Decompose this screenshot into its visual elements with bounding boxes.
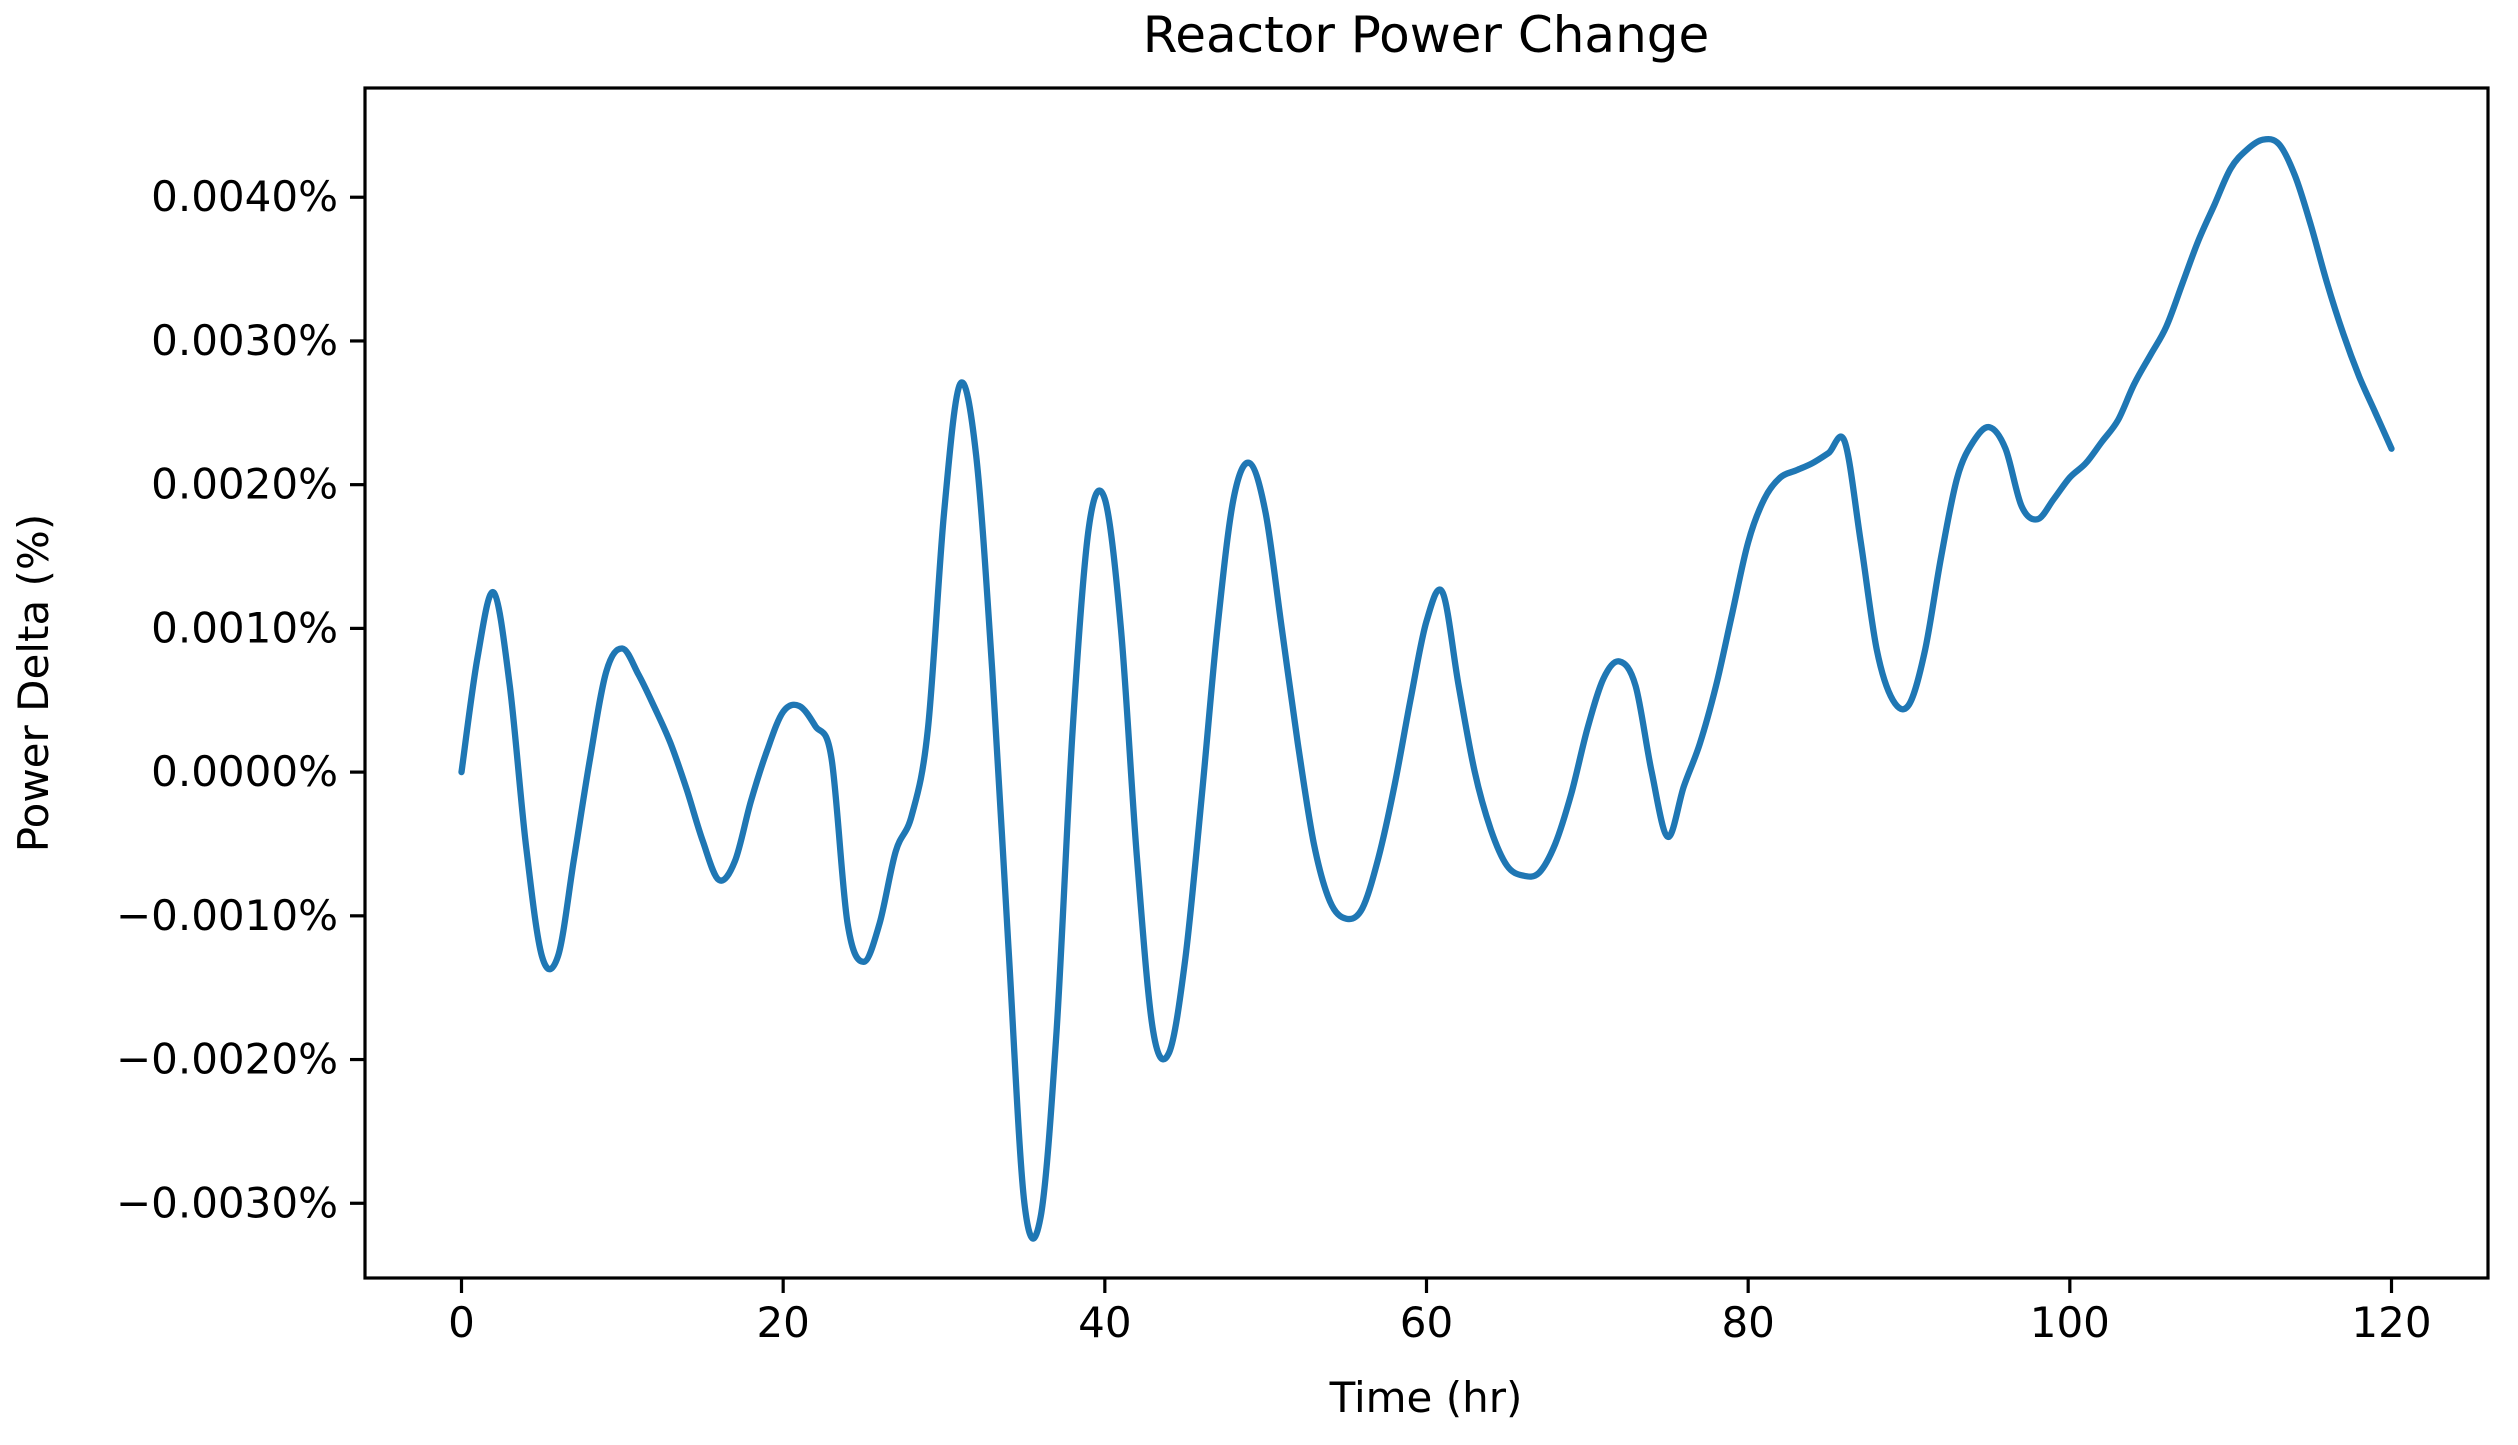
x-ticks: 0 20 40 60 80 100 120 [448, 1278, 2432, 1347]
power-delta-line [458, 135, 2395, 1242]
chart-title: Reactor Power Change [1143, 6, 1710, 64]
x-tick-label: 100 [2030, 1298, 2110, 1347]
x-tick-label: 80 [1721, 1298, 1774, 1347]
y-ticks: 0.0040% 0.0030% 0.0020% 0.0010% 0.0000% −0.00… [116, 172, 365, 1227]
x-axis-label: Time (hr) [1329, 1373, 1523, 1422]
x-tick-label: 60 [1400, 1298, 1453, 1347]
y-tick-label: 0.0040% [151, 172, 338, 221]
x-tick-label: 20 [756, 1298, 809, 1347]
y-tick-label: −0.0030% [116, 1178, 338, 1227]
y-tick-label: 0.0010% [151, 603, 338, 652]
y-axis-label: Power Delta (%) [9, 514, 58, 852]
y-tick-label: 0.0000% [151, 747, 338, 796]
plot-area [365, 88, 2488, 1278]
y-tick-label: −0.0020% [116, 1035, 338, 1084]
y-tick-label: −0.0010% [116, 891, 338, 940]
x-tick-label: 40 [1078, 1298, 1131, 1347]
x-tick-label: 0 [448, 1298, 475, 1347]
y-tick-label: 0.0020% [151, 460, 338, 509]
y-tick-label: 0.0030% [151, 316, 338, 365]
x-tick-label: 120 [2351, 1298, 2431, 1347]
